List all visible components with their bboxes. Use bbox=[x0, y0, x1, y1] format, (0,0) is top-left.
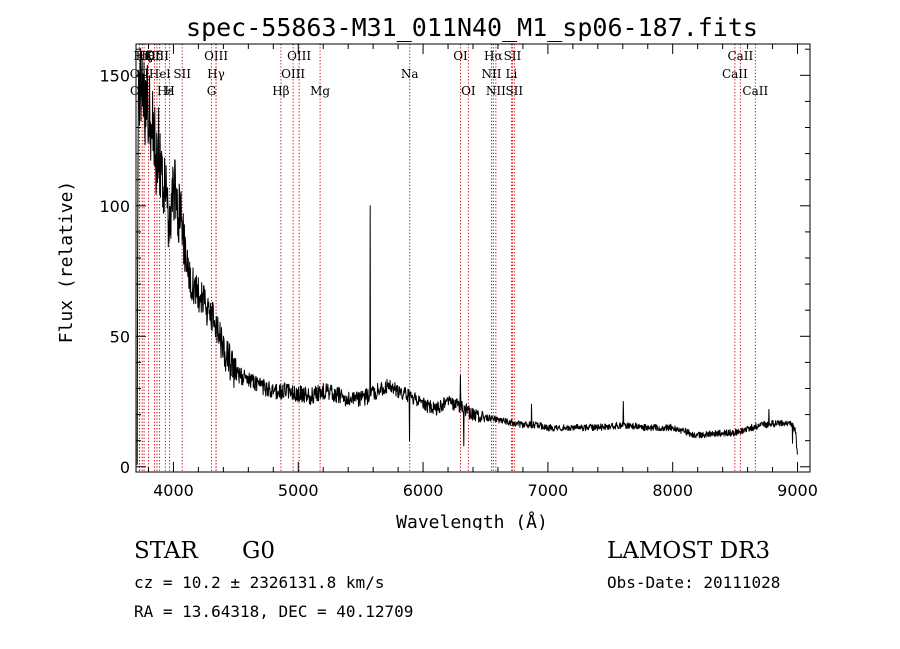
line-label: NII bbox=[481, 67, 501, 81]
x-tick-label: 4000 bbox=[153, 481, 194, 500]
spectrum-line bbox=[136, 48, 798, 465]
line-label: CaII bbox=[722, 67, 748, 81]
line-label: Li bbox=[506, 67, 518, 81]
chart-title: spec-55863-M31_011N40_M1_sp06-187.fits bbox=[186, 13, 758, 42]
line-label: Hδ bbox=[146, 49, 164, 63]
axis-ticks: 4000 5000 6000 7000 8000 9000 0 50 100 150 bbox=[99, 44, 818, 500]
line-label: OIII bbox=[204, 49, 228, 63]
observation-date: Obs-Date: 20111028 bbox=[607, 573, 781, 592]
object-subclass: G0 bbox=[242, 538, 276, 564]
line-label: Hel bbox=[149, 67, 171, 81]
line-label: OI bbox=[453, 49, 468, 63]
x-tick-label: 7000 bbox=[528, 481, 569, 500]
y-axis-label: Flux (relative) bbox=[56, 181, 77, 344]
line-label: Na bbox=[401, 67, 419, 81]
redshift-readout: cz = 10.2 ± 2326131.8 km/s bbox=[134, 573, 385, 592]
line-label: NII bbox=[486, 84, 506, 98]
spectral-line-markers bbox=[138, 44, 756, 472]
line-label: CaII bbox=[727, 49, 753, 63]
line-label: SII bbox=[504, 49, 522, 63]
line-label: Hη bbox=[133, 49, 151, 63]
line-label: OI bbox=[461, 84, 476, 98]
object-type: STAR bbox=[134, 538, 198, 564]
plot-frame bbox=[135, 43, 811, 473]
line-label: SII bbox=[505, 84, 523, 98]
line-label: Hγ bbox=[207, 67, 225, 81]
line-label: Mg bbox=[310, 84, 330, 98]
x-tick-label: 5000 bbox=[278, 481, 319, 500]
coordinates-readout: RA = 13.64318, DEC = 40.12709 bbox=[134, 602, 414, 621]
y-tick-label: 50 bbox=[110, 327, 130, 346]
survey-name: LAMOST DR3 bbox=[607, 538, 771, 564]
line-label: CaII bbox=[742, 84, 768, 98]
y-tick-label: 0 bbox=[120, 458, 130, 477]
line-label: OIII bbox=[281, 67, 305, 81]
x-tick-label: 9000 bbox=[777, 481, 818, 500]
x-axis-label: Wavelength (Å) bbox=[396, 511, 548, 530]
line-label: Hβ bbox=[272, 84, 289, 98]
line-label: K bbox=[144, 49, 154, 63]
line-label: OIII bbox=[145, 49, 169, 63]
line-label: Hα bbox=[484, 49, 503, 63]
y-tick-label: 100 bbox=[99, 197, 130, 216]
spectrum-series bbox=[136, 48, 798, 465]
y-tick-label: 150 bbox=[99, 66, 130, 85]
line-label: G bbox=[207, 84, 217, 98]
x-tick-label: 8000 bbox=[652, 481, 693, 500]
line-label: SII bbox=[173, 67, 191, 81]
line-label: Hε bbox=[157, 84, 174, 98]
spectrum-chart: spec-55863-M31_011N40_M1_sp06-187.fits H… bbox=[56, 13, 818, 530]
x-tick-label: 6000 bbox=[403, 481, 444, 500]
line-label: OIII bbox=[287, 49, 311, 63]
axes bbox=[135, 43, 811, 473]
line-label: H bbox=[164, 84, 174, 98]
